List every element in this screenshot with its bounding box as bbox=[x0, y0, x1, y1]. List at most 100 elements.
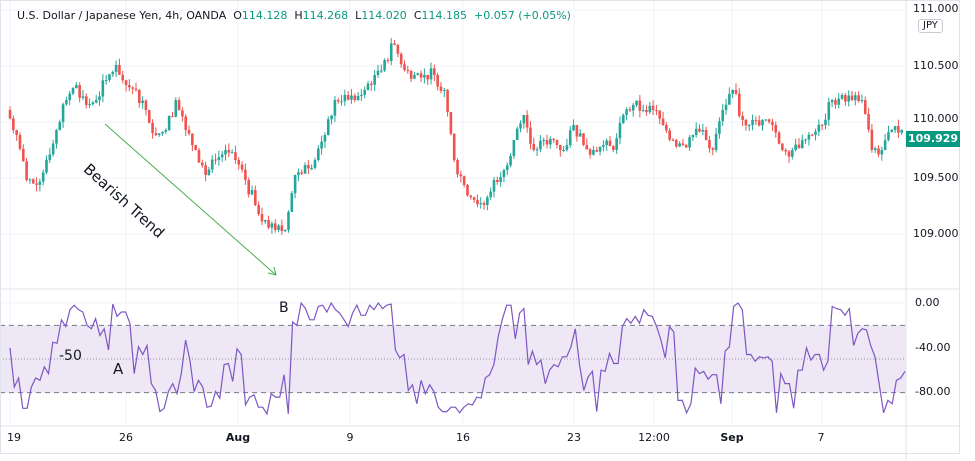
candle-body bbox=[360, 94, 363, 96]
annotation-a[interactable]: A bbox=[113, 360, 124, 378]
candle-body bbox=[578, 133, 582, 137]
candle-body bbox=[326, 119, 330, 135]
oscillator-pane bbox=[0, 301, 906, 416]
candle-body bbox=[41, 172, 45, 182]
candle-body bbox=[399, 53, 403, 65]
chart-border bbox=[0, 0, 960, 454]
candle-body bbox=[197, 150, 201, 163]
candle-body bbox=[787, 151, 791, 157]
candle-body bbox=[714, 133, 718, 150]
candle-body bbox=[250, 190, 254, 195]
high-value: 114.268 bbox=[302, 9, 349, 22]
candle-body bbox=[724, 104, 728, 111]
candle-body bbox=[612, 146, 615, 150]
osc-tick: -80.00 bbox=[915, 385, 951, 398]
annotation-mid[interactable]: -50 bbox=[59, 348, 82, 364]
candle-body bbox=[505, 165, 509, 171]
candle-body bbox=[393, 43, 396, 45]
osc-tick: -40.00 bbox=[915, 341, 951, 354]
price-tick: 110.000 bbox=[913, 112, 959, 125]
time-tick: 26 bbox=[119, 431, 133, 444]
candle-body bbox=[850, 95, 854, 101]
candle-body bbox=[698, 128, 701, 132]
candle-body bbox=[104, 80, 108, 81]
candle-body bbox=[323, 134, 327, 142]
candle-body bbox=[847, 95, 850, 102]
candle-body bbox=[854, 95, 857, 101]
candle-body bbox=[379, 70, 383, 72]
candle-body bbox=[297, 172, 300, 175]
candle-body bbox=[810, 134, 814, 136]
candle-body bbox=[499, 177, 502, 182]
candle-body bbox=[307, 165, 310, 169]
candle-body bbox=[761, 119, 764, 126]
candle-body bbox=[860, 100, 864, 102]
candle-body bbox=[230, 152, 234, 154]
candle-body bbox=[58, 121, 62, 130]
candle-body bbox=[747, 124, 751, 126]
candle-body bbox=[595, 150, 599, 152]
candle-body bbox=[98, 96, 101, 101]
candle-body bbox=[734, 89, 738, 94]
candle-body bbox=[472, 197, 476, 200]
currency-badge[interactable]: JPY bbox=[918, 19, 943, 33]
candle-body bbox=[111, 71, 115, 75]
candle-body bbox=[708, 140, 711, 149]
candle-body bbox=[200, 162, 204, 166]
candle-body bbox=[167, 116, 171, 130]
candle-body bbox=[187, 129, 191, 134]
candle-body bbox=[545, 140, 549, 145]
candle-body bbox=[837, 98, 841, 105]
high-label: H bbox=[294, 9, 303, 22]
candle-body bbox=[35, 183, 38, 185]
candle-body bbox=[781, 143, 784, 150]
candle-body bbox=[777, 132, 781, 144]
candle-body bbox=[482, 203, 486, 205]
candle-body bbox=[529, 127, 532, 144]
candle-body bbox=[863, 100, 867, 114]
candle-body bbox=[489, 191, 492, 198]
candle-body bbox=[141, 100, 144, 104]
candle-body bbox=[648, 105, 652, 113]
candle-body bbox=[568, 130, 572, 146]
time-tick: 9 bbox=[346, 431, 354, 444]
candle-body bbox=[429, 68, 433, 80]
candle-body bbox=[661, 118, 665, 126]
candle-body bbox=[144, 100, 148, 111]
candle-body bbox=[767, 119, 771, 122]
candle-body bbox=[171, 116, 174, 118]
candle-body bbox=[751, 119, 754, 125]
last-price-label: 109.929 bbox=[906, 131, 960, 147]
candle-body bbox=[655, 110, 658, 112]
candle-body bbox=[711, 148, 715, 150]
candle-body bbox=[897, 126, 900, 133]
annotation-b[interactable]: B bbox=[279, 300, 289, 316]
candle-body bbox=[303, 165, 307, 174]
candle-body bbox=[363, 89, 367, 95]
candle-body bbox=[38, 181, 42, 185]
candle-body bbox=[31, 179, 35, 184]
candle-body bbox=[426, 74, 429, 80]
candle-body bbox=[797, 144, 801, 149]
candle-body bbox=[121, 74, 125, 81]
candle-body bbox=[641, 110, 645, 112]
candle-body bbox=[277, 225, 280, 230]
candle-body bbox=[287, 211, 290, 230]
arrow-head-icon bbox=[267, 266, 277, 276]
candle-body bbox=[512, 140, 516, 156]
candle-body bbox=[247, 180, 250, 195]
candle-body bbox=[774, 125, 778, 133]
candle-body bbox=[645, 110, 648, 113]
candle-body bbox=[628, 109, 632, 111]
candle-body bbox=[396, 44, 400, 54]
candle-body bbox=[631, 104, 635, 111]
candle-body bbox=[718, 121, 721, 134]
candle-body bbox=[890, 129, 894, 133]
candle-body bbox=[496, 180, 499, 182]
candle-body bbox=[675, 140, 678, 147]
candle-body bbox=[598, 146, 602, 152]
candle-body bbox=[220, 154, 224, 158]
candle-body bbox=[635, 100, 638, 105]
